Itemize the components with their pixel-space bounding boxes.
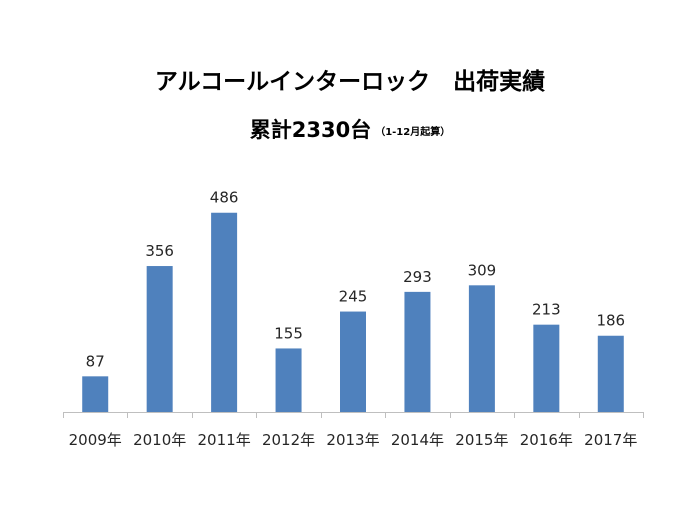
period-note: （1-12月起算） [375, 127, 451, 138]
bar [404, 291, 431, 412]
bar [82, 376, 109, 412]
bar [533, 324, 560, 412]
data-label: 245 [339, 288, 368, 306]
x-tick-label: 2011年 [198, 431, 251, 449]
bar [468, 285, 495, 412]
bars-group [82, 212, 624, 412]
bar [146, 266, 173, 412]
total-count: 累計2330台 [249, 118, 372, 142]
data-label: 293 [403, 268, 432, 286]
data-label: 213 [532, 301, 561, 319]
chart-subtitle: 累計2330台 （1-12月起算） [0, 114, 700, 144]
x-tick-label: 2016年 [520, 431, 573, 449]
x-tick-label: 2017年 [584, 431, 637, 449]
x-axis [63, 412, 644, 418]
data-label: 155 [274, 324, 303, 342]
bar [275, 348, 302, 412]
data-label: 356 [145, 242, 174, 260]
chart-title: アルコールインターロック 出荷実績 [154, 69, 546, 95]
x-tick-label: 2009年 [69, 431, 122, 449]
bar [597, 335, 624, 412]
x-tick-label: 2013年 [326, 431, 379, 449]
category-labels-group: 2009年 2010年 2011年 2012年 2013年 2014年 2015年 2016年… [69, 431, 638, 449]
data-label: 309 [468, 261, 497, 279]
data-label: 186 [596, 312, 625, 330]
x-tick-label: 2012年 [262, 431, 315, 449]
bar [211, 212, 238, 412]
x-tick-label: 2010年 [133, 431, 186, 449]
bar [340, 311, 366, 412]
data-label: 486 [210, 189, 239, 207]
x-tick-label: 2015年 [455, 431, 508, 449]
data-label: 87 [86, 352, 105, 370]
x-tick-label: 2014年 [391, 431, 444, 449]
value-labels-group: 87 356 486 155 245 293 309 213 186 [86, 189, 625, 371]
